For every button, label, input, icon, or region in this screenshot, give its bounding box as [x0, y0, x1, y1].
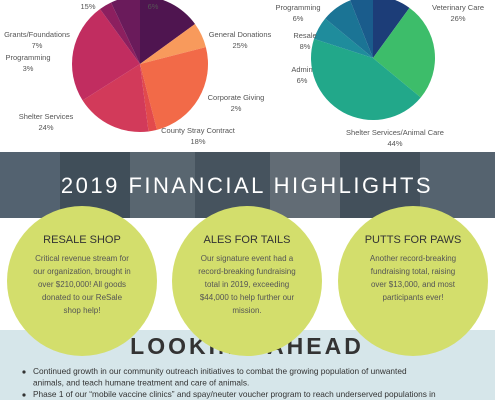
highlight-circle	[7, 206, 157, 356]
slice-label: Shelter Services	[19, 112, 74, 121]
highlight-text: shop help!	[64, 306, 101, 315]
slice-value: 2%	[231, 104, 242, 113]
highlight-text: our organization, brought in	[33, 267, 130, 276]
pie-slice	[325, 0, 373, 58]
pie-slice	[350, 0, 373, 58]
pie-slice	[72, 8, 140, 101]
slice-label: County Stray Contract	[161, 126, 236, 135]
pie-slice	[140, 24, 206, 65]
highlight-title: ALES FOR TAILS	[203, 234, 290, 246]
slice-value: 6%	[297, 76, 308, 85]
slice-label: Corporate Giving	[208, 93, 265, 102]
slice-value: 8%	[300, 42, 311, 51]
banner-title: 2019 FINANCIAL HIGHLIGHTS	[61, 173, 433, 198]
pie-slice	[140, 64, 157, 132]
highlight-text: Critical revenue stream for	[35, 254, 129, 263]
pie-slice	[373, 7, 436, 98]
pie-slice	[82, 64, 149, 132]
highlight-text: donated to our ReSale	[42, 293, 123, 302]
slice-value: 25%	[232, 41, 247, 50]
highlight-circle	[338, 206, 488, 356]
bullet-text: Continued growth in our community outrea…	[33, 366, 407, 376]
highlight-circle	[172, 206, 322, 356]
pie-slice	[311, 38, 421, 121]
slice-label: Shelter Services/Animal Care	[346, 128, 444, 137]
slice-value: 44%	[387, 139, 402, 148]
slice-value: 24%	[38, 123, 53, 132]
highlight-text: Another record-breaking	[370, 254, 456, 263]
highlight-title: RESALE SHOP	[43, 234, 121, 246]
bullet-dot	[22, 370, 26, 374]
slice-value: 6%	[293, 14, 304, 23]
pie-slice	[314, 18, 373, 58]
bullet-text: animals, and teach humane treatment and …	[33, 378, 249, 388]
highlight-text: over $13,000, and most	[371, 280, 456, 289]
highlight-text: mission.	[232, 306, 261, 315]
slice-label: Programming	[275, 3, 320, 12]
slice-label: Programming	[5, 53, 50, 62]
slice-value: 26%	[450, 14, 465, 23]
slice-label: Veterinary Care	[432, 3, 484, 12]
highlight-text: Our signature event had a	[201, 254, 294, 263]
slice-value: 18%	[190, 137, 205, 146]
highlight-text: participants ever!	[383, 293, 444, 302]
bullet-text: Phase 1 of our “mobile vaccine clinics” …	[33, 389, 436, 399]
slice-label: Grants/Foundations	[4, 30, 70, 39]
pie-slice	[111, 0, 140, 64]
slice-value: 3%	[23, 64, 34, 73]
highlight-title: PUTTS FOR PAWS	[365, 234, 462, 246]
banner: 2019 FINANCIAL HIGHLIGHTS	[0, 152, 495, 218]
highlight-text: $44,000 to help further our	[200, 293, 295, 302]
pie-slice	[373, 0, 410, 58]
highlight-text: fundraising total, raising	[371, 267, 456, 276]
pie-slice	[100, 2, 140, 65]
slice-value: 7%	[32, 41, 43, 50]
pie-slice	[140, 0, 196, 64]
highlight-text: over $210,000! All goods	[38, 280, 126, 289]
highlight-text: record-breaking fundraising	[198, 267, 295, 276]
slice-label: General Donations	[209, 30, 272, 39]
highlight-text: total in 2019, exceeding	[205, 280, 290, 289]
slice-label: Resale	[293, 31, 316, 40]
slice-value: 6%	[148, 2, 159, 11]
slice-label: Admin	[291, 65, 312, 74]
pie-slice	[140, 47, 208, 130]
slice-value: 15%	[80, 2, 95, 11]
bullet-dot	[22, 393, 26, 397]
